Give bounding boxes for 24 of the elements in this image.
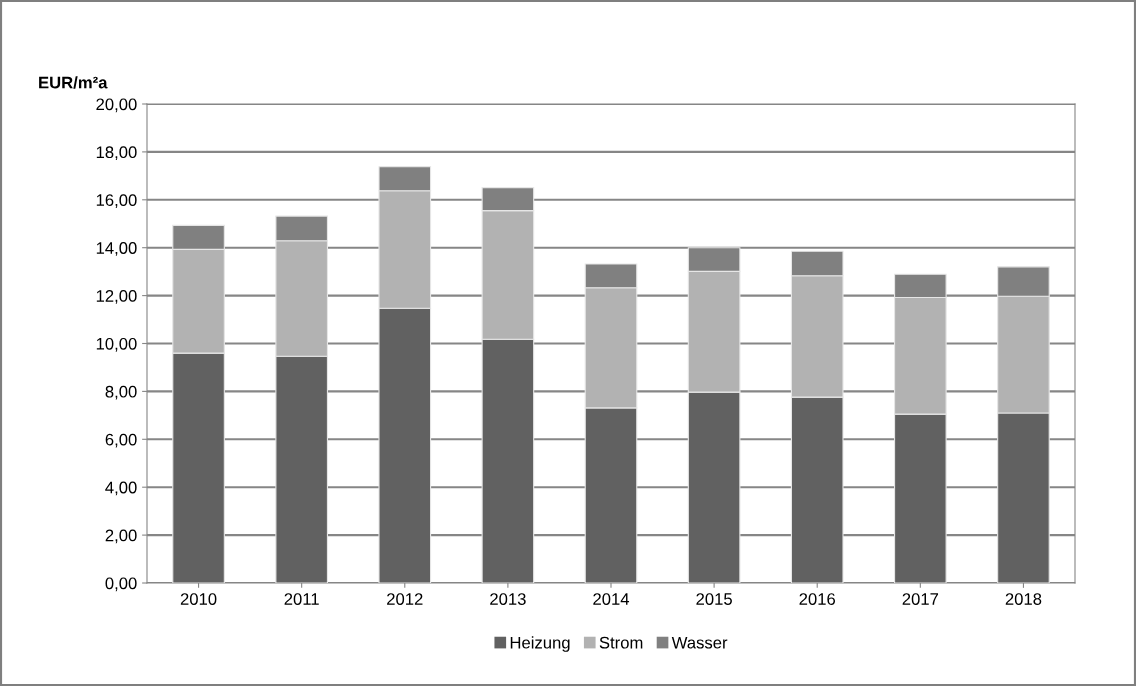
y-tick-label: 14,00 <box>96 242 137 256</box>
y-tick-label: 4,00 <box>105 481 137 496</box>
y-tick-label: 10,00 <box>96 337 137 352</box>
legend-label: Strom <box>599 636 643 649</box>
y-tick-label: 12,00 <box>96 290 137 304</box>
y-tick-label: 18,00 <box>96 146 137 161</box>
y-tick-label: 6,00 <box>105 433 137 448</box>
legend-label: Wasser <box>671 636 728 649</box>
x-tick-label: 2016 <box>799 593 836 605</box>
y-tick-label: 2,00 <box>105 529 137 544</box>
x-tick-label: 2012 <box>387 593 423 605</box>
legend-label: Heizung <box>510 636 570 652</box>
y-tick-label: 20,00 <box>96 98 137 113</box>
y-axis-title: EUR/m²a <box>39 76 108 89</box>
x-tick-label: 2015 <box>696 593 732 605</box>
x-tick-label: 2014 <box>593 593 630 605</box>
x-tick-label: 2011 <box>284 593 319 605</box>
y-tick-label: 0,00 <box>105 577 137 592</box>
x-tick-label: 2018 <box>1005 593 1042 605</box>
x-tick-label: 2013 <box>490 593 526 605</box>
x-tick-label: 2010 <box>180 593 217 605</box>
x-tick-label: 2017 <box>902 593 939 605</box>
y-tick-label: 16,00 <box>96 194 137 208</box>
y-tick-label: 8,00 <box>105 385 137 400</box>
